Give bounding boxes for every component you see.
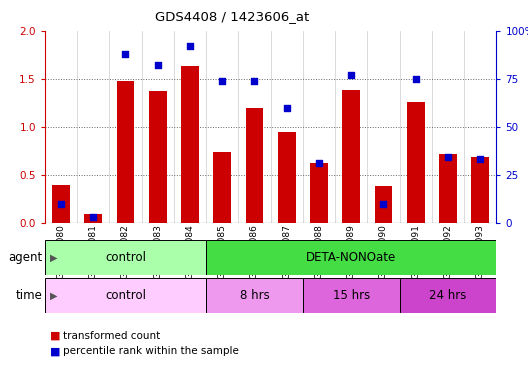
Text: control: control — [105, 251, 146, 264]
Bar — [278, 131, 296, 223]
Bar — [246, 108, 263, 223]
Text: percentile rank within the sample: percentile rank within the sample — [63, 346, 239, 356]
Text: 24 hrs: 24 hrs — [429, 289, 467, 302]
Point — [89, 214, 98, 220]
Point — [186, 43, 194, 49]
Text: DETA-NONOate: DETA-NONOate — [306, 251, 397, 264]
Point — [411, 76, 420, 82]
Text: 8 hrs: 8 hrs — [240, 289, 269, 302]
Point — [282, 104, 291, 111]
Point — [379, 200, 388, 207]
Point — [315, 160, 323, 166]
Point — [250, 78, 259, 84]
Point — [444, 154, 452, 161]
Bar — [374, 186, 392, 223]
Bar — [206, 278, 303, 313]
Text: 15 hrs: 15 hrs — [333, 289, 370, 302]
Text: GDS4408 / 1423606_at: GDS4408 / 1423606_at — [155, 10, 309, 23]
Bar — [52, 185, 70, 223]
Text: ■: ■ — [50, 346, 61, 356]
Bar — [45, 240, 206, 275]
Bar — [84, 214, 102, 223]
Text: ▶: ▶ — [50, 252, 58, 262]
Text: control: control — [105, 289, 146, 302]
Point — [154, 62, 162, 68]
Text: transformed count: transformed count — [63, 331, 161, 341]
Bar — [472, 157, 489, 223]
Bar — [439, 154, 457, 223]
Bar — [342, 90, 360, 223]
Point — [347, 72, 355, 78]
Bar — [181, 66, 199, 223]
Bar — [117, 81, 134, 223]
Bar — [303, 278, 400, 313]
Text: time: time — [15, 289, 42, 302]
Bar — [213, 152, 231, 223]
Point — [121, 51, 130, 57]
Bar — [407, 102, 425, 223]
Text: ▶: ▶ — [50, 291, 58, 301]
Bar — [149, 91, 167, 223]
Bar — [400, 278, 496, 313]
Point — [57, 200, 65, 207]
Bar — [310, 163, 328, 223]
Point — [476, 156, 484, 162]
Bar — [206, 240, 496, 275]
Bar — [45, 278, 206, 313]
Text: agent: agent — [8, 251, 42, 264]
Point — [218, 78, 227, 84]
Text: ■: ■ — [50, 331, 61, 341]
